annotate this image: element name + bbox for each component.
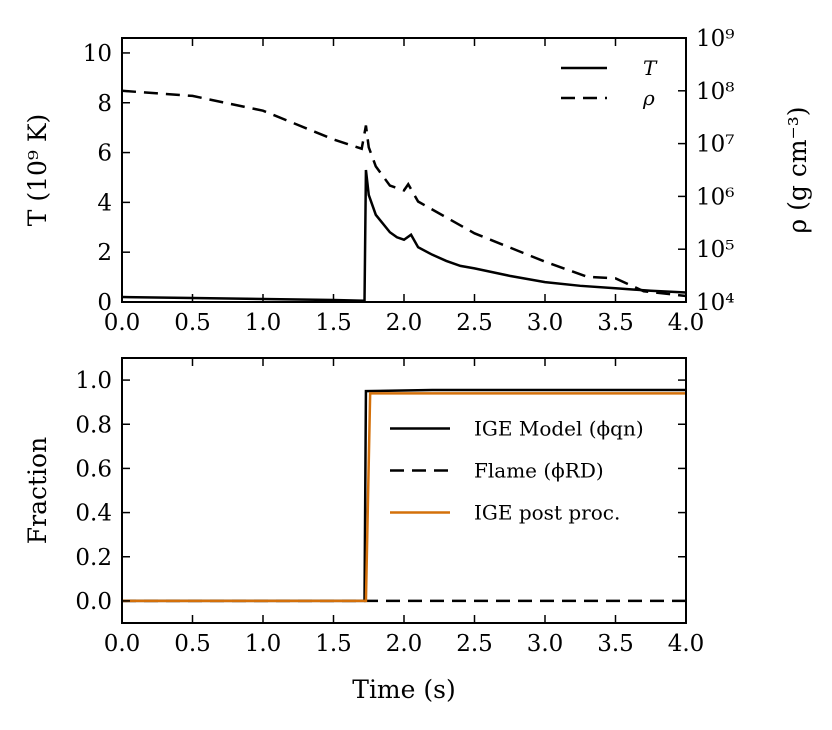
x-tick-label: 2.0 (386, 631, 423, 657)
legend-label: IGE post proc. (474, 501, 620, 525)
x-tick-label: 0.5 (174, 310, 211, 336)
y-axis-label: Fraction (23, 437, 52, 544)
y-tick-label: 2 (97, 240, 112, 266)
legend-label: ρ (642, 86, 655, 110)
x-tick-label: 2.0 (386, 310, 423, 336)
x-tick-label: 1.0 (245, 310, 282, 336)
x-tick-label: 0.5 (174, 631, 211, 657)
y-tick-label: 0.2 (75, 545, 112, 571)
y-tick-label: 0.0 (75, 589, 112, 615)
y-tick-label: 0.4 (75, 501, 112, 527)
x-tick-label: 0.0 (104, 310, 141, 336)
x-tick-label: 3.5 (597, 631, 634, 657)
axes-frame (121, 357, 687, 624)
y-axis-label: T (10⁹ K) (23, 114, 52, 227)
x-tick-label: 3.5 (597, 310, 634, 336)
legend-label: IGE Model (ϕqn) (474, 417, 644, 441)
x-tick-label: 4.0 (668, 310, 705, 336)
x-tick-label: 2.5 (456, 631, 493, 657)
y-tick-label: 0.6 (75, 456, 112, 482)
data-line (121, 169, 687, 303)
x-tick-label: 2.5 (456, 310, 493, 336)
y2-axis-label: ρ (g cm⁻³) (783, 106, 812, 233)
legend-label: Flame (ϕRD) (474, 459, 604, 483)
x-tick-label: 1.5 (315, 310, 352, 336)
x-tick-label: 0.0 (104, 631, 141, 657)
x-tick-label: 3.0 (527, 631, 564, 657)
legend-label: T (643, 56, 658, 80)
x-tick-label: 4.0 (668, 631, 705, 657)
y2-tick-label: 10⁷ (696, 132, 735, 158)
y2-tick-label: 10⁴ (696, 290, 735, 316)
x-axis-label: Time (s) (352, 675, 455, 704)
y-tick-label: 8 (97, 91, 112, 117)
x-tick-label: 3.0 (527, 310, 564, 336)
y2-tick-label: 10⁵ (696, 237, 735, 263)
axes-frame (121, 37, 687, 303)
x-tick-label: 1.5 (315, 631, 352, 657)
data-line (122, 392, 686, 603)
y-tick-label: 6 (97, 141, 112, 167)
y-tick-label: 1.0 (75, 368, 112, 394)
x-tick-label: 1.0 (245, 631, 282, 657)
y2-tick-label: 10⁶ (696, 184, 735, 210)
data-line (121, 89, 687, 298)
y-tick-label: 10 (83, 41, 112, 67)
y-tick-label: 0.8 (75, 412, 112, 438)
y2-tick-label: 10⁸ (696, 79, 735, 105)
y2-tick-label: 10⁹ (696, 26, 735, 52)
y-tick-label: 4 (97, 190, 112, 216)
y-tick-label: 0 (97, 290, 112, 316)
